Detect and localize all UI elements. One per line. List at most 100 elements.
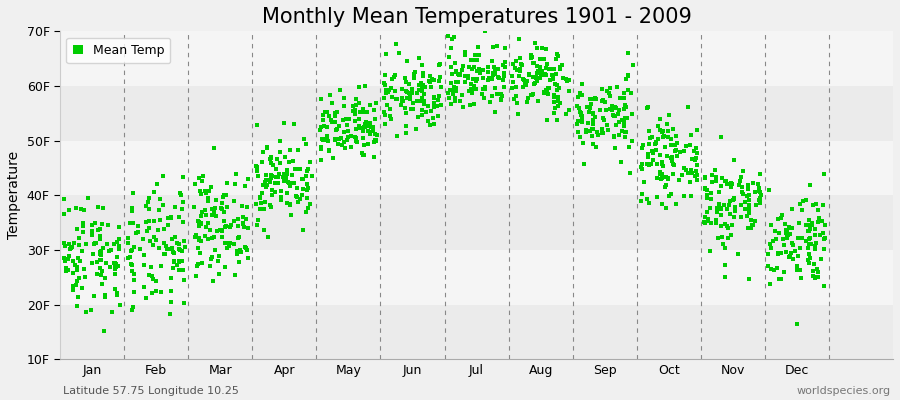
Point [528,79,543,86]
Point [220,204,234,210]
Point [790,262,805,269]
Point [595,126,609,132]
Point [512,36,526,42]
Point [263,202,277,208]
Point [295,186,310,192]
Point [652,169,667,176]
Point [400,95,414,102]
Point [188,234,202,240]
Point [478,86,492,92]
Point [669,133,683,139]
Point [273,138,287,144]
Point [189,273,203,280]
Point [576,140,590,146]
Point [710,205,724,211]
Point [670,140,684,146]
Point [281,179,295,186]
Point [356,108,370,115]
Point [112,243,126,249]
Point [363,129,377,135]
Point [666,160,680,167]
Point [258,177,273,183]
Point [785,240,799,246]
Point [770,250,785,257]
Point [640,104,654,111]
Point [368,131,382,137]
Point [555,62,570,68]
Point [238,183,252,189]
Point [505,84,519,91]
Point [714,205,728,211]
Point [506,79,520,85]
Point [177,300,192,306]
Point [471,44,485,50]
Point [266,162,280,168]
Point [410,98,424,104]
Point [726,196,741,202]
Point [808,246,823,252]
Point [562,88,577,94]
Point [164,214,178,221]
Point [76,220,90,226]
Point [264,155,278,161]
Point [802,216,816,223]
Point [214,206,229,212]
Point [776,236,790,242]
Point [710,209,724,215]
Point [469,86,483,92]
Point [61,241,76,247]
Point [579,128,593,135]
Point [283,202,297,209]
Point [698,185,712,192]
Point [666,171,680,177]
Point [280,167,294,174]
Point [108,264,122,270]
Point [338,95,352,101]
Point [357,124,372,130]
Point [406,100,420,107]
Point [348,111,363,117]
Point [402,94,417,100]
Point [301,194,315,201]
Point [661,174,675,181]
Point [655,200,670,207]
Point [690,127,705,134]
Point [608,104,622,110]
Point [462,75,476,82]
Point [70,302,85,309]
Point [763,281,778,287]
Point [752,196,767,203]
Point [284,171,299,178]
Point [149,278,164,284]
Point [537,90,552,97]
Point [818,235,832,241]
Point [560,78,574,84]
Point [813,232,827,238]
Point [529,74,544,80]
Point [586,141,600,148]
Point [616,95,631,101]
Point [648,139,662,145]
Point [481,77,495,84]
Point [390,96,404,102]
Point [278,153,293,160]
Point [263,156,277,162]
Point [71,274,86,281]
Point [752,195,767,201]
Point [283,182,297,189]
Bar [60,304,893,359]
Point [98,294,112,300]
Point [655,174,670,181]
Point [533,64,547,70]
Point [215,234,230,240]
Point [241,255,256,261]
Point [448,86,463,92]
Point [430,112,445,119]
Point [207,208,221,215]
Point [537,71,552,78]
Point [274,197,288,204]
Point [367,138,382,145]
Point [421,78,436,84]
Point [655,159,670,166]
Point [74,206,88,212]
